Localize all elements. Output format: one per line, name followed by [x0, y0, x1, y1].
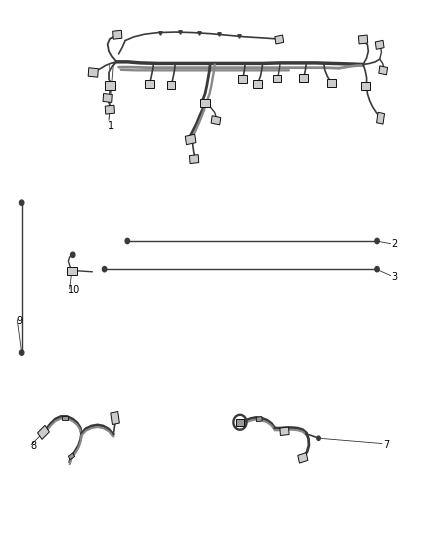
Bar — [327, 79, 336, 87]
Bar — [379, 66, 388, 75]
Bar — [68, 453, 74, 460]
Bar — [358, 35, 368, 44]
Bar — [253, 79, 262, 87]
Circle shape — [375, 266, 379, 272]
Bar — [236, 419, 244, 426]
Circle shape — [317, 436, 320, 440]
Text: 9: 9 — [16, 316, 22, 326]
Bar — [67, 266, 77, 275]
Circle shape — [125, 238, 130, 244]
Circle shape — [375, 238, 379, 244]
Bar — [298, 453, 308, 463]
Bar — [280, 427, 289, 435]
Bar — [256, 417, 262, 422]
Circle shape — [102, 266, 107, 272]
Bar — [361, 82, 370, 90]
Bar — [375, 41, 384, 50]
Bar — [273, 75, 281, 82]
Bar — [105, 105, 114, 114]
Circle shape — [19, 350, 24, 356]
Text: 10: 10 — [68, 285, 81, 295]
Bar — [145, 79, 153, 87]
Text: 2: 2 — [392, 239, 398, 248]
Bar — [103, 94, 112, 102]
Bar — [185, 134, 196, 144]
Bar — [38, 425, 49, 439]
Bar — [190, 155, 199, 164]
Bar — [62, 416, 68, 421]
Text: 3: 3 — [392, 272, 398, 281]
Bar — [88, 68, 99, 77]
Bar — [113, 30, 122, 39]
Bar — [105, 82, 115, 90]
Bar — [238, 75, 247, 83]
Bar — [211, 116, 221, 125]
Bar — [377, 112, 385, 124]
Bar — [166, 80, 175, 88]
Text: 7: 7 — [383, 440, 389, 450]
Circle shape — [19, 200, 24, 205]
Bar — [200, 99, 210, 107]
Bar — [299, 74, 307, 82]
Text: 8: 8 — [30, 441, 36, 451]
Bar — [111, 411, 120, 424]
Circle shape — [71, 252, 75, 257]
Text: 1: 1 — [108, 120, 114, 131]
Bar — [275, 35, 284, 44]
